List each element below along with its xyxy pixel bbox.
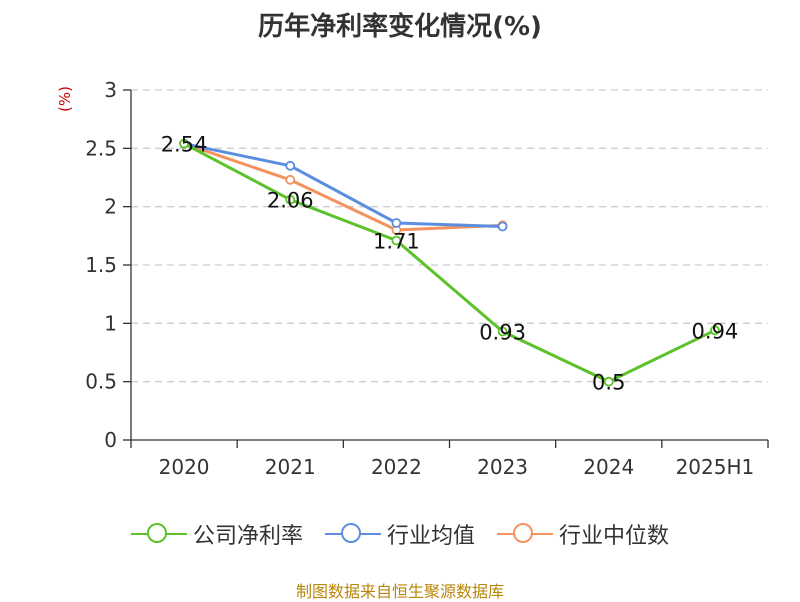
data-label: 0.94 [692,319,739,343]
chart-title: 历年净利率变化情况(%) [258,12,542,42]
legend-item-industry-median[interactable]: 行业中位数 [497,518,669,550]
data-point [497,221,508,232]
series-layer [179,138,720,387]
axis-layer: 0 0.5 1 1.5 2 2.5 3 2020 2021 2022 2023 2024 2025H1 [85,78,769,479]
data-label: 1.71 [373,230,420,254]
data-point [285,194,296,205]
series-line [183,142,503,232]
source-note: 制图数据来自恒生聚源数据库 [295,582,504,601]
data-point [603,376,614,387]
y-tick-label: 2 [104,195,117,219]
y-tick-label: 0 [104,428,117,452]
legend-line-circle-icon [497,522,553,546]
x-tick-label: 2023 [477,455,528,479]
x-tick-label: 2021 [265,455,316,479]
data-point [391,218,402,228]
legend-circle [146,523,167,543]
data-point [179,138,189,149]
data-point [391,235,402,246]
label-layer: 2.54 2.06 1.71 0.93 0.5 0.94 [161,133,739,395]
data-point [285,174,296,185]
x-tick-label: 2024 [583,455,634,479]
legend-item-industry-avg[interactable]: 行业均值 [324,518,475,550]
legend: 公司净利率 行业均值 行业中位数 [0,518,800,550]
series-line [183,142,503,228]
series-line [183,142,716,384]
data-point [285,160,296,171]
legend-label: 行业中位数 [559,524,670,549]
y-tick-label: 1 [104,311,117,335]
legend-label: 公司净利率 [192,524,303,549]
legend-line-circle-icon [324,522,381,546]
legend-circle [513,523,533,543]
data-label: 2.06 [267,189,314,213]
y-tick-label: 0.5 [85,370,117,394]
legend-item-company[interactable]: 公司净利率 [130,518,303,550]
x-tick-label: 2025H1 [676,455,755,479]
x-tick-label: 2022 [371,455,422,479]
data-label: 0.5 [592,371,625,395]
legend-line-circle-icon [130,522,187,546]
data-point [710,325,720,336]
legend-circle [340,523,361,543]
y-tick-label: 1.5 [85,253,117,277]
y-tick-label: 3 [104,78,117,102]
y-tick-label: 2.5 [85,136,117,160]
grid-layer [131,89,768,383]
data-point [497,326,508,337]
data-label: 2.54 [161,133,208,157]
data-label: 0.93 [479,321,526,345]
x-tick-label: 2020 [159,455,210,479]
legend-label: 行业均值 [386,524,475,549]
